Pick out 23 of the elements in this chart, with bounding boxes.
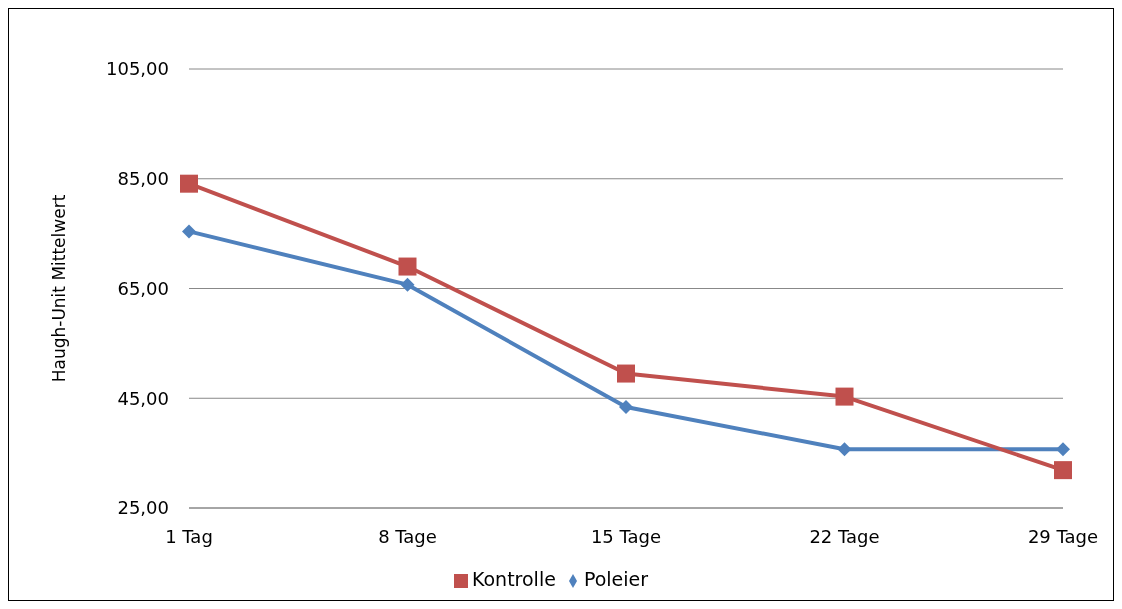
point xyxy=(619,400,633,415)
point xyxy=(617,364,635,383)
y-tick-label: 65,00 xyxy=(117,277,169,299)
x-tick-label: 1 Tag xyxy=(165,525,213,547)
y-tick-label: 25,00 xyxy=(117,497,169,519)
point xyxy=(398,257,417,276)
point xyxy=(1054,461,1072,480)
x-tick-label: 15 Tage xyxy=(590,525,662,547)
y-tick-label: 105,00 xyxy=(106,58,169,80)
point xyxy=(835,387,854,406)
y-tick-label: 85,00 xyxy=(117,168,169,190)
x-tick-label: 8 Tage xyxy=(378,525,437,547)
point xyxy=(182,224,196,239)
point xyxy=(400,277,415,292)
point xyxy=(837,442,852,457)
legend-label: Poleier xyxy=(583,568,649,590)
legend-label: Kontrolle xyxy=(471,568,556,590)
x-tick-label: 29 Tage xyxy=(1027,525,1099,547)
y-tick-label: 45,00 xyxy=(117,387,169,409)
point xyxy=(180,174,198,193)
y-axis-title: Haugh-Unit Mittelwert xyxy=(49,194,70,383)
x-tick-label: 22 Tage xyxy=(809,525,880,547)
point xyxy=(1056,442,1070,457)
